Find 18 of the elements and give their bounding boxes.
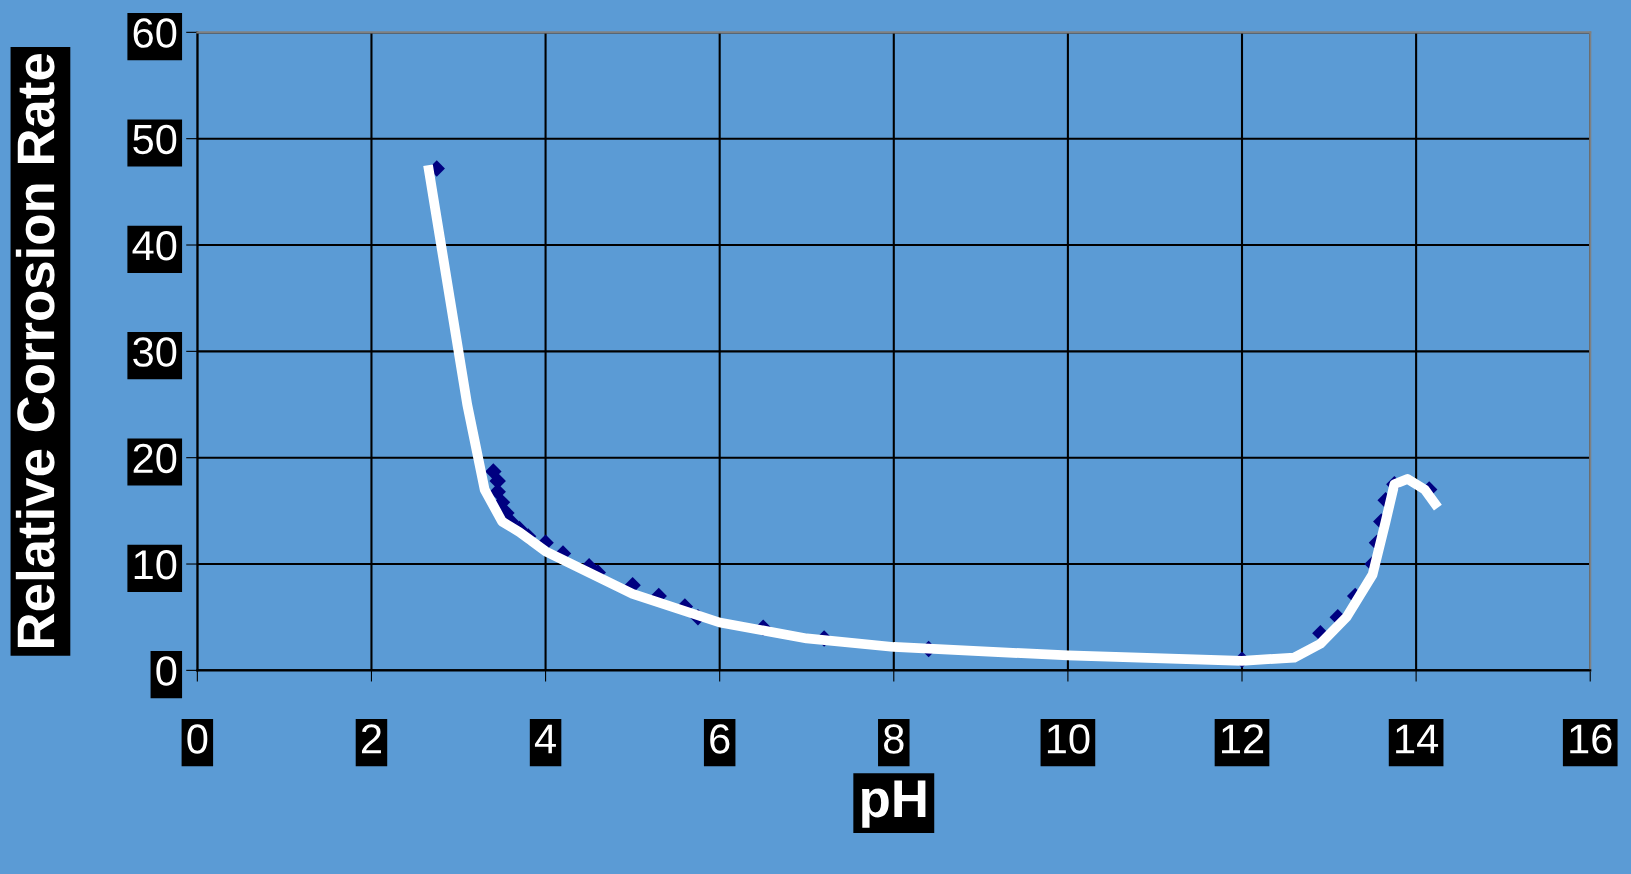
x-tick-label: 16 xyxy=(1570,724,1612,754)
y-tick-label: 10 xyxy=(134,550,177,580)
y-tick-label: 40 xyxy=(132,231,177,261)
x-tick-label: 0 xyxy=(187,724,208,754)
x-tick-label: 6 xyxy=(710,724,730,754)
y-tick-label: 50 xyxy=(133,124,177,155)
y-tick-label: 0 xyxy=(156,656,177,686)
y-axis-title: Relative Corrosion Rate xyxy=(15,53,55,647)
x-tick-label: 4 xyxy=(534,724,556,754)
y-tick-label: 20 xyxy=(133,443,177,474)
x-tick-label: 12 xyxy=(1222,724,1264,754)
x-tick-label: 2 xyxy=(361,724,381,754)
x-tick-label: 8 xyxy=(884,724,904,754)
x-tick-label: 10 xyxy=(1047,724,1090,754)
x-tick-label: 14 xyxy=(1396,724,1439,754)
y-tick-label: 60 xyxy=(133,18,177,48)
x-axis-title: pH xyxy=(862,780,926,828)
y-tick-label: 30 xyxy=(133,337,177,367)
